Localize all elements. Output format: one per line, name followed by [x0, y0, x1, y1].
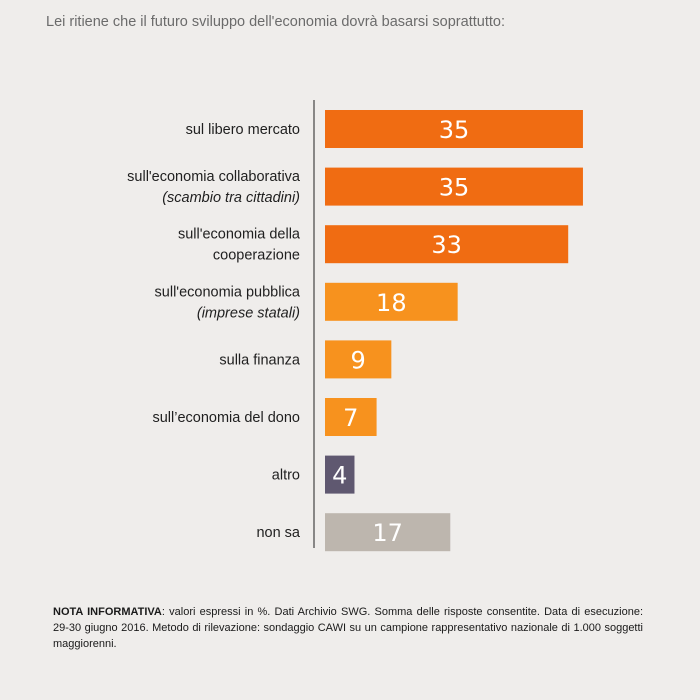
category-label: sull'economia collaborativa: [127, 169, 301, 185]
category-label: (scambio tra cittadini): [162, 190, 300, 206]
category-label: altro: [272, 468, 300, 484]
bar-value-label: 4: [332, 462, 347, 490]
bar-value-label: 7: [343, 404, 358, 432]
category-label: cooperazione: [213, 248, 300, 264]
category-label: (imprese statali): [197, 305, 300, 321]
category-label: sull’economia del dono: [152, 410, 300, 426]
bar: [325, 340, 392, 379]
category-label: sull'economia della: [178, 227, 301, 243]
bar-value-label: 9: [351, 346, 366, 374]
category-label: non sa: [256, 525, 300, 541]
bar: [325, 225, 569, 264]
bar: [325, 455, 355, 494]
bar-value-label: 35: [439, 116, 470, 144]
bar-chart: 35 sul libero mercato 35 sull'economia coll…: [127, 100, 583, 552]
bar: [325, 167, 583, 206]
chart-title: Lei ritiene che il futuro sviluppo dell'…: [46, 14, 505, 30]
note-label: NOTA INFORMATIVA: [53, 606, 162, 618]
note-text: : valori espressi in %. Dati Archivio SW…: [53, 606, 643, 650]
bar-value-label: 35: [439, 174, 470, 202]
bar-value-label: 17: [372, 519, 403, 547]
bar-value-label: 18: [376, 289, 407, 317]
category-label: sull'economia pubblica: [155, 284, 301, 300]
bar: [325, 282, 458, 321]
info-note: NOTA INFORMATIVA: valori espressi in %. …: [53, 604, 643, 652]
category-label: sulla finanza: [219, 352, 301, 368]
bar: [325, 110, 583, 148]
bar: [325, 513, 451, 552]
bar: [325, 398, 377, 436]
bar-value-label: 33: [431, 231, 462, 259]
category-label: sul libero mercato: [186, 122, 300, 138]
